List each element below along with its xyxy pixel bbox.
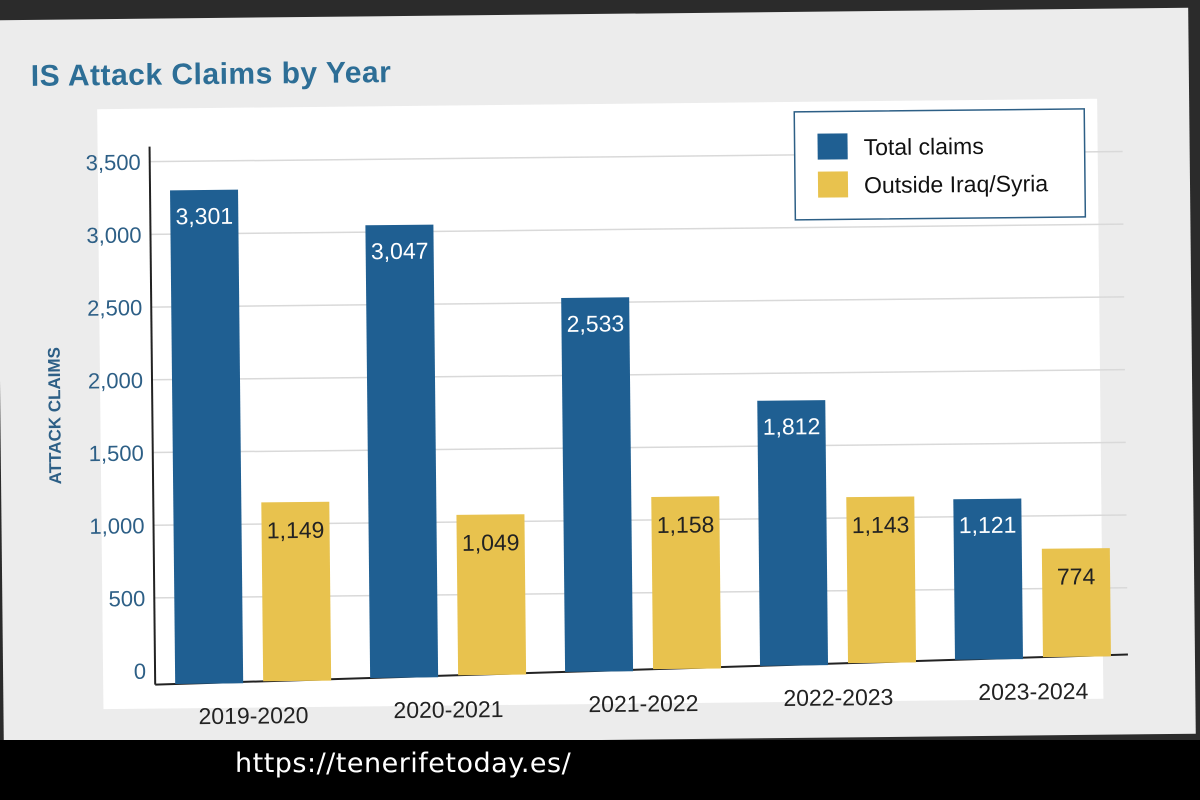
gridline	[151, 368, 1125, 381]
bar-outside-iraq-syria	[261, 501, 332, 682]
y-tick-label: 3,000	[86, 222, 141, 248]
legend-box	[793, 108, 1087, 221]
x-tick-label: 2019-2020	[198, 702, 308, 729]
legend-label: Outside Iraq/Syria	[864, 170, 1049, 198]
bar-total-claims	[561, 297, 634, 672]
source-url[interactable]: https://tenerifetoday.es/	[235, 748, 572, 779]
y-tick-label: 500	[108, 586, 145, 611]
bar-value-label: 1,812	[763, 413, 821, 440]
bar-outside-iraq-syria	[651, 496, 722, 670]
bar-value-label: 3,301	[175, 203, 233, 230]
bar-total-claims	[365, 224, 439, 678]
bar-outside-iraq-syria	[1041, 548, 1111, 658]
gridline	[150, 223, 1124, 236]
legend-label: Total claims	[863, 133, 983, 160]
footer-bar: https://tenerifetoday.es/	[0, 740, 1200, 800]
x-tick-label: 2023-2024	[978, 678, 1088, 705]
bar-value-label: 1,149	[267, 517, 325, 544]
gridline	[152, 441, 1126, 454]
y-tick-label: 1,500	[89, 441, 144, 467]
bar-total-claims	[757, 400, 829, 666]
bar-value-label: 1,158	[657, 511, 715, 538]
bar-value-label: 1,049	[462, 529, 520, 556]
legend-swatch	[817, 171, 849, 198]
bar-total-claims	[953, 498, 1023, 660]
bar-value-label: 1,121	[959, 512, 1017, 539]
y-axis-title: ATTACK CLAIMS	[45, 347, 65, 484]
bar-value-label: 2,533	[567, 310, 625, 337]
gridline	[151, 296, 1125, 308]
y-tick-label: 1,000	[89, 513, 144, 539]
bar-outside-iraq-syria	[456, 514, 527, 676]
bar-value-label: 3,047	[371, 238, 429, 265]
x-tick-label: 2021-2022	[588, 690, 698, 717]
bar-outside-iraq-syria	[846, 496, 917, 664]
y-tick-label: 0	[134, 659, 147, 684]
y-tick-label: 2,500	[87, 295, 142, 321]
chart-card: IS Attack Claims by Year 0 500 1,000 1,500 2…	[0, 7, 1196, 747]
bar-value-label: 1,143	[852, 512, 910, 539]
legend-swatch	[817, 133, 848, 160]
bar-total-claims	[170, 189, 244, 685]
bar-chart: 0 500 1,000 1,500 2,000 2,500 3,000 3,500 ATTACK…	[45, 108, 1128, 729]
y-tick-label: 3,500	[86, 150, 141, 176]
bar-value-label: 774	[1057, 563, 1096, 589]
y-axis-line	[148, 146, 157, 685]
y-tick-label: 2,000	[88, 368, 143, 394]
x-tick-label: 2022-2023	[783, 684, 893, 711]
x-tick-label: 2020-2021	[393, 696, 503, 723]
